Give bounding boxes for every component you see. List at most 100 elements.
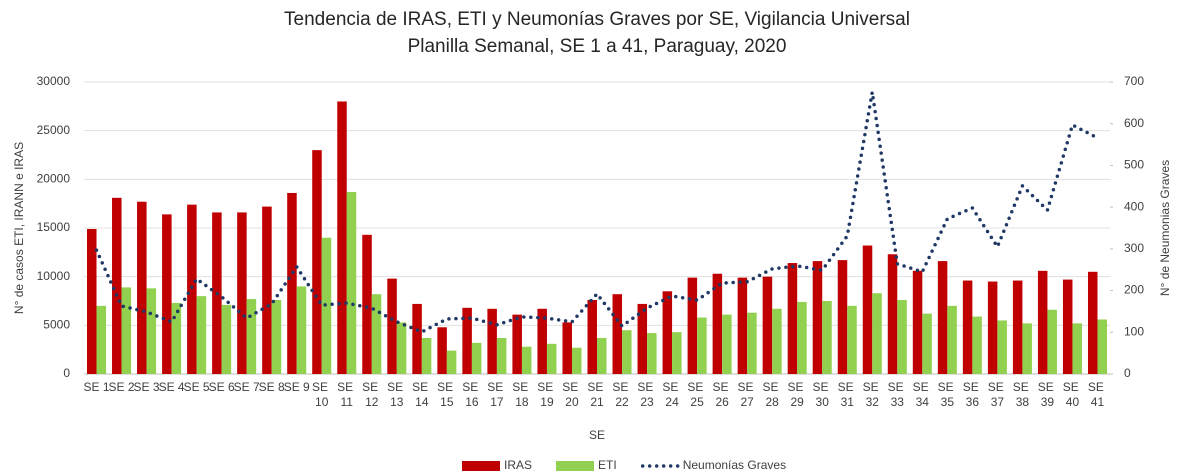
bar [337, 101, 347, 374]
bar [437, 327, 447, 374]
bar [96, 305, 107, 374]
bar [112, 197, 122, 374]
legend-label: Neumonías Graves [683, 458, 786, 472]
x-tick-label: SE 10 [312, 380, 331, 409]
bar [162, 214, 172, 374]
bar [737, 277, 748, 374]
bar [647, 333, 657, 374]
bar [787, 263, 798, 374]
bar [897, 300, 907, 374]
bar [612, 294, 623, 374]
x-tick-label: SE 2 [109, 380, 135, 394]
bar [797, 301, 807, 374]
bar [597, 337, 607, 374]
x-tick-label: SE 37 [988, 380, 1007, 409]
x-tick-label: SE 15 [437, 380, 456, 409]
x-tick-label: SE 14 [412, 380, 431, 409]
x-tick-label: SE 18 [512, 380, 531, 409]
chart-subtitle: Planilla Semanal, SE 1 a 41, Paraguay, 2… [408, 36, 787, 57]
bar [637, 303, 648, 374]
bar [471, 342, 482, 374]
bar [462, 307, 472, 374]
x-tick-label: SE 12 [362, 380, 381, 409]
bar [697, 317, 707, 374]
x-tick-label: SE 31 [838, 380, 857, 409]
y2-tick-label: 700 [1124, 74, 1144, 88]
bar [662, 291, 673, 374]
bar [847, 305, 857, 374]
bar [747, 312, 757, 374]
y-tick-label: 30000 [37, 74, 71, 88]
x-tick-label: SE 41 [1088, 380, 1107, 409]
y-tick-label: 10000 [37, 269, 71, 283]
bar [87, 228, 97, 374]
x-tick-label: SE 29 [788, 380, 807, 409]
bar [346, 191, 357, 374]
bar [1037, 270, 1048, 374]
bar [537, 308, 547, 374]
legend-swatch [462, 461, 500, 471]
x-tick-label: SE 25 [687, 380, 706, 409]
bar [687, 277, 698, 374]
bar [362, 234, 372, 374]
bar [396, 322, 407, 374]
x-tick-label: SE 4 [159, 380, 185, 394]
bar [712, 273, 723, 374]
x-tick-label: SE 8 [259, 380, 285, 394]
x-tick-label: SE 5 [184, 380, 210, 394]
x-tick-label: SE 36 [963, 380, 982, 409]
y-tick-label: 20000 [37, 172, 71, 186]
x-tick-label: SE 35 [938, 380, 957, 409]
bar [246, 299, 257, 374]
x-tick-label: SE 30 [813, 380, 832, 409]
x-tick-label: SE 34 [913, 380, 932, 409]
bar [187, 204, 197, 374]
y2-tick-label: 500 [1124, 158, 1144, 172]
bar [312, 150, 322, 374]
bar [962, 280, 973, 374]
chart-title: Tendencia de IRAS, ETI y Neumonías Grave… [284, 9, 910, 30]
y-axis-title: N° de casos ETI, IRANN e IRAS [12, 142, 26, 314]
x-tick-label: SE 6 [209, 380, 235, 394]
bar [171, 302, 182, 374]
bar [837, 260, 848, 374]
bar [571, 347, 582, 374]
bar [622, 330, 632, 374]
legend-label: ETI [598, 458, 617, 472]
bar [512, 314, 522, 374]
bar [1062, 279, 1073, 374]
x-tick-label: SE 9 [284, 380, 310, 394]
x-tick-label: SE 22 [612, 380, 631, 409]
bar [587, 300, 597, 374]
bar [296, 286, 307, 374]
bar [972, 316, 982, 374]
bar [487, 308, 497, 374]
bar [672, 332, 682, 374]
x-tick-label: SE 39 [1038, 380, 1057, 409]
bar [546, 343, 557, 374]
y2-axis-title: N° de Neumonias Graves [1158, 160, 1172, 296]
bar [912, 270, 923, 374]
bar [872, 293, 882, 374]
bar [987, 281, 998, 374]
bar [1022, 323, 1032, 374]
bar [446, 350, 457, 374]
bar [947, 305, 957, 374]
bar [196, 296, 207, 374]
x-tick-label: SE 26 [712, 380, 731, 409]
bar [137, 201, 147, 374]
bar [271, 300, 282, 374]
bar [496, 337, 507, 374]
x-tick-label: SE 27 [737, 380, 756, 409]
bar [121, 287, 132, 374]
y2-tick-label: 300 [1124, 241, 1144, 255]
bar [287, 192, 297, 374]
x-tick-label: SE 21 [587, 380, 606, 409]
x-tick-label: SE 13 [387, 380, 406, 409]
x-tick-label: SE 7 [234, 380, 260, 394]
x-tick-label: SE 38 [1013, 380, 1032, 409]
x-tick-label: SE 28 [762, 380, 781, 409]
bar [862, 245, 873, 374]
bar [146, 288, 157, 374]
